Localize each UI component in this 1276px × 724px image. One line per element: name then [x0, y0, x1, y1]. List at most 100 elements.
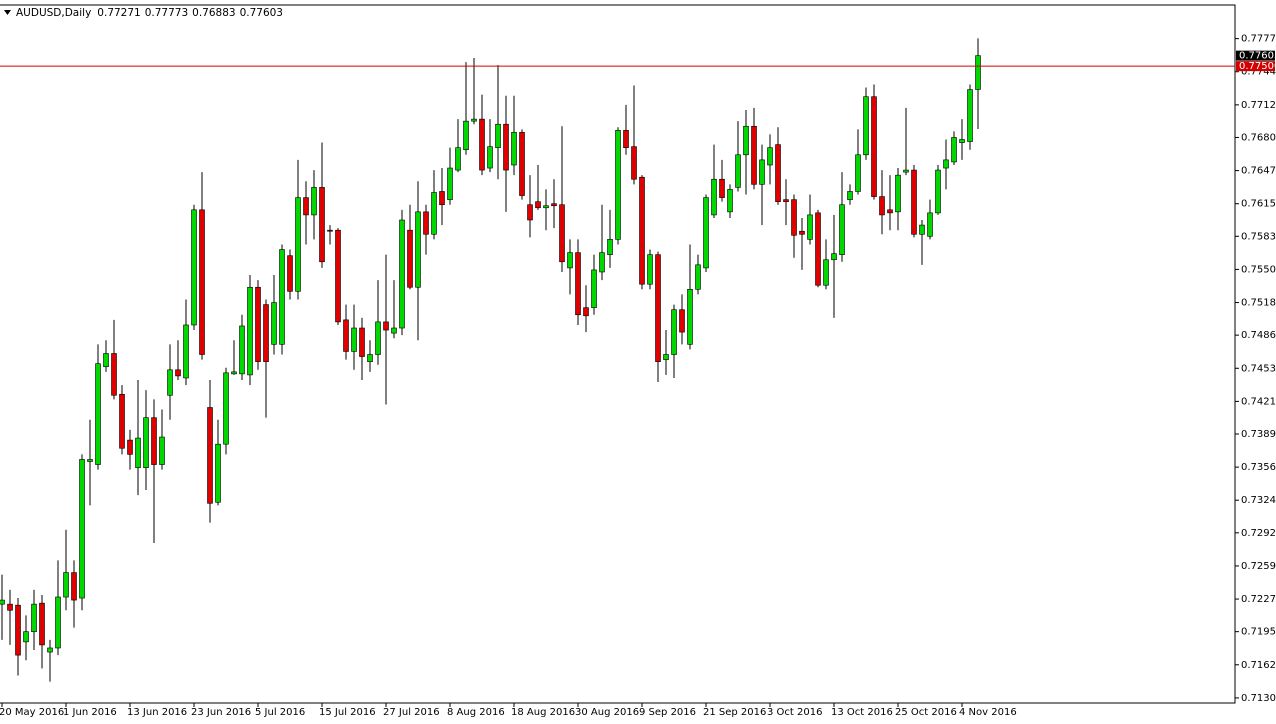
- x-tick-label: 9 Sep 2016: [639, 707, 696, 718]
- candle-body: [879, 196, 885, 216]
- x-tick-label: 15 Jul 2016: [319, 707, 376, 718]
- candle-body: [63, 572, 69, 598]
- candle-body: [487, 146, 493, 169]
- candle-body: [855, 154, 861, 192]
- candle-body: [719, 178, 725, 198]
- candle-body: [447, 167, 453, 200]
- y-tick-label: 0.77445: [1241, 67, 1276, 78]
- candle-body: [775, 144, 781, 202]
- candle-body: [503, 123, 509, 171]
- candle-body: [367, 354, 373, 362]
- candle-body: [679, 309, 685, 333]
- candle-body: [463, 120, 469, 150]
- candle-body: [839, 204, 845, 255]
- candle-body: [631, 146, 637, 180]
- plot-frame: [0, 4, 1236, 704]
- candle-body: [455, 147, 461, 171]
- candle-body: [55, 596, 61, 649]
- candle-body: [415, 211, 421, 288]
- candle-body: [303, 197, 309, 216]
- y-tick-label: 0.71300: [1241, 693, 1276, 704]
- x-tick-label: 20 May 2016: [0, 707, 64, 718]
- candle-body: [183, 324, 189, 379]
- candle-body: [319, 187, 325, 263]
- candle-body: [551, 203, 557, 207]
- candle-body: [791, 199, 797, 236]
- candle-body: [559, 204, 565, 263]
- level-label: 0.77500: [1239, 61, 1276, 72]
- candle-body: [327, 229, 333, 232]
- candle-body: [735, 154, 741, 188]
- candle-body: [231, 371, 237, 375]
- level-label-box: [1236, 61, 1275, 72]
- candle-body: [743, 125, 749, 156]
- candle-body: [71, 572, 77, 601]
- candle-body: [47, 647, 53, 653]
- candle-body: [919, 224, 925, 235]
- candle-body: [79, 459, 85, 599]
- candle-body: [103, 353, 109, 368]
- candle-body: [807, 214, 813, 240]
- candle-body: [279, 249, 285, 345]
- y-tick-label: 0.73565: [1241, 462, 1276, 473]
- y-tick-label: 0.75505: [1241, 264, 1276, 275]
- candle-body: [495, 123, 501, 148]
- candle-body: [647, 254, 653, 285]
- x-tick-label: 23 Jun 2016: [191, 707, 251, 718]
- candle-body: [591, 269, 597, 308]
- candle-body: [39, 602, 45, 646]
- candle-body: [927, 212, 933, 237]
- candle-body: [727, 189, 733, 213]
- chart-title: AUDUSD,Daily: [16, 7, 91, 19]
- x-tick-label: 13 Jun 2016: [127, 707, 187, 718]
- candle-body: [399, 219, 405, 329]
- candle-body: [687, 288, 693, 345]
- candle-body: [199, 209, 205, 355]
- candle-body: [599, 252, 605, 273]
- candle-body: [191, 209, 197, 326]
- y-tick-label: 0.72595: [1241, 561, 1276, 572]
- candle-body: [959, 139, 965, 143]
- candle-body: [863, 96, 869, 156]
- y-tick-label: 0.74535: [1241, 363, 1276, 374]
- candle-body: [359, 327, 365, 357]
- candle-body: [903, 169, 909, 173]
- chart-header: AUDUSD,Daily 0.77271 0.77773 0.76883 0.77603: [16, 7, 283, 19]
- candle-body: [623, 130, 629, 148]
- candle-body: [431, 192, 437, 235]
- candle-body: [207, 407, 213, 504]
- candle-body: [951, 137, 957, 163]
- candle-body: [935, 169, 941, 214]
- candle-body: [239, 325, 245, 375]
- candle-body: [335, 229, 341, 323]
- last-price-label: 0.77603: [1239, 51, 1276, 62]
- candle-body: [567, 252, 573, 269]
- candle-body: [583, 307, 589, 317]
- y-tick-label: 0.71625: [1241, 660, 1276, 671]
- header-low: 0.76883: [192, 7, 235, 19]
- candle-body: [167, 369, 173, 396]
- candle-body: [311, 187, 317, 216]
- last-price-box: [1236, 50, 1275, 61]
- candle-body: [383, 321, 389, 331]
- candle-body: [271, 302, 277, 345]
- candle-body: [575, 252, 581, 316]
- candle-body: [375, 321, 381, 355]
- candle-body: [247, 286, 253, 376]
- candle-body: [343, 319, 349, 352]
- x-tick-label: 25 Oct 2016: [895, 707, 957, 718]
- candle-body: [471, 118, 477, 122]
- candle-body: [7, 603, 13, 611]
- candle-body: [663, 354, 669, 360]
- candle-body: [351, 327, 357, 352]
